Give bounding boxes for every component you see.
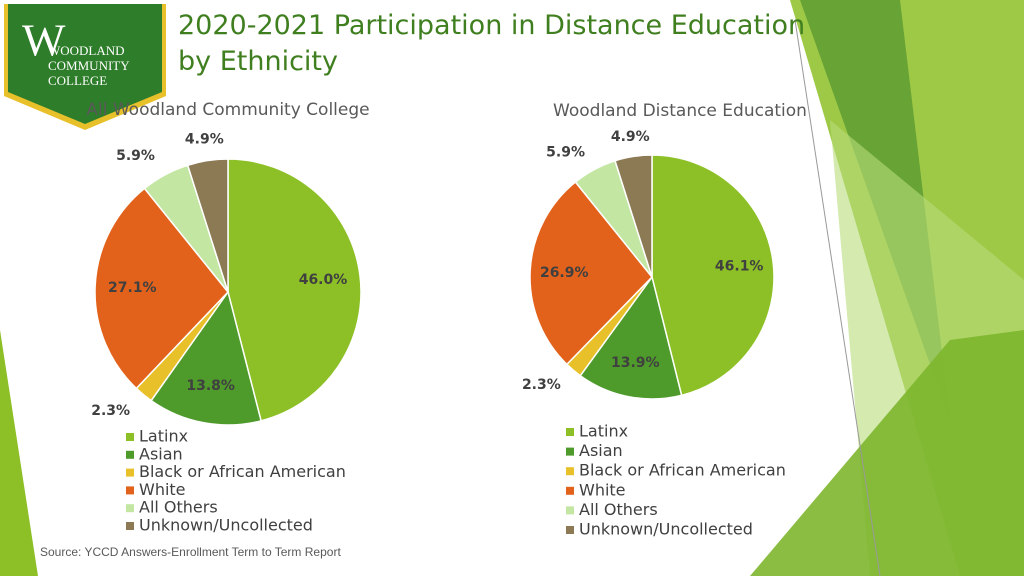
data-label: 2.3% [91,403,130,419]
legend-swatch [566,526,574,534]
legend-label: White [139,480,186,499]
decor-line [794,19,881,576]
pie-slice [614,154,653,278]
legend-swatch [126,522,134,530]
legend-swatch [566,428,574,436]
data-label: 5.9% [116,148,155,164]
data-label: 26.9% [540,265,589,281]
data-label: 4.9% [185,132,224,148]
legend-label: Black or African American [139,462,346,481]
legend-label: Asian [139,444,183,463]
pie-slice [94,187,229,390]
legend-label: Unknown/Uncollected [579,520,753,539]
pie-slice [651,154,775,397]
decor [750,330,1024,576]
pie-slice [186,158,229,293]
legend-swatch [126,504,134,513]
chart-title: Woodland Distance Education [553,101,807,121]
pie-slice [579,275,683,400]
legend-label: Black or African American [579,461,786,480]
slide-title: 2020-2021 Participation in Distance Educ… [178,10,806,77]
data-label: 46.0% [299,272,348,288]
logo-text: COLLEGE [48,73,107,88]
legend-label: Latinx [139,427,188,446]
legend-label: All Others [579,500,658,519]
logo-text: COMMUNITY [48,58,130,73]
pie-slice [529,180,654,366]
legend-swatch [566,447,574,456]
data-label: 46.1% [715,258,764,274]
data-label: 13.8% [186,378,235,394]
pie-slice [150,290,262,426]
logo-text: WOODLAND [48,43,125,58]
legend-swatch [566,486,574,495]
logo-mark: W [22,15,66,66]
legend-label: White [579,480,626,499]
data-label: 5.9% [546,144,585,160]
pie-slice [227,158,362,422]
data-label: 4.9% [611,129,650,145]
legend-swatch [126,486,134,495]
legend-label: Unknown/Uncollected [139,516,313,535]
source-note: Source: YCCD Answers-Enrollment Term to … [40,545,341,559]
legend-label: All Others [139,498,218,517]
legend-swatch [566,506,574,515]
data-label: 13.9% [611,355,660,371]
data-label: 2.3% [522,377,561,393]
legend-label: Asian [579,441,623,460]
decor [0,330,38,576]
logo-bg [8,4,162,124]
legend-swatch [126,450,134,459]
legend-swatch [126,468,134,477]
legend-swatch [126,433,134,441]
legend-label: Latinx [579,422,628,441]
legend-swatch [566,467,574,476]
data-label: 27.1% [108,280,157,296]
chart-title: All Woodland Community College [86,100,369,120]
